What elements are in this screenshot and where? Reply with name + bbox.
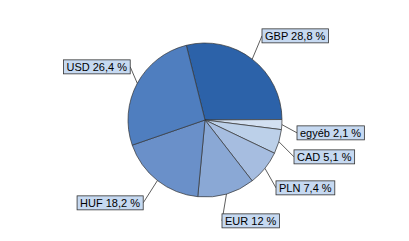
data-label-text: egyéb 2,1 %: [300, 127, 361, 139]
label-box: [63, 60, 130, 74]
label-box: [222, 214, 280, 228]
data-label-text: HUF 18,2 %: [80, 197, 140, 209]
pie: [128, 43, 282, 197]
data-label: HUF 18,2 %: [77, 181, 157, 210]
data-labels: GBP 28,8 % egyéb 2,1 % CAD 5,1 % PLN 7,4 % E…: [63, 29, 364, 228]
pie-slice: [128, 45, 205, 145]
data-label: GBP 28,8 %: [252, 29, 328, 59]
leader-line: [130, 67, 137, 83]
data-label-text: CAD 5,1 %: [297, 151, 352, 163]
data-label-text: USD 26,4 %: [66, 61, 127, 73]
label-box: [294, 150, 355, 164]
chart: GBP 28,8 % egyéb 2,1 % CAD 5,1 % PLN 7,4 % E…: [0, 0, 409, 241]
pie-slice: [198, 120, 252, 197]
data-label: egyéb 2,1 %: [282, 125, 365, 140]
data-label-text: GBP 28,8 %: [265, 30, 326, 42]
leader-line: [252, 36, 262, 59]
data-label-text: PLN 7,4 %: [279, 182, 332, 194]
leader-line: [143, 181, 157, 203]
leader-line: [279, 142, 294, 157]
data-label-text: EUR 12 %: [225, 215, 277, 227]
leader-line: [265, 168, 276, 188]
label-box: [297, 126, 364, 140]
label-box: [262, 29, 329, 43]
data-label: CAD 5,1 %: [279, 142, 355, 164]
data-label: USD 26,4 %: [63, 60, 137, 83]
label-box: [77, 196, 143, 210]
data-label: EUR 12 %: [222, 194, 280, 228]
label-box: [276, 181, 335, 195]
leader-line: [282, 125, 297, 133]
data-label: PLN 7,4 %: [265, 168, 335, 195]
